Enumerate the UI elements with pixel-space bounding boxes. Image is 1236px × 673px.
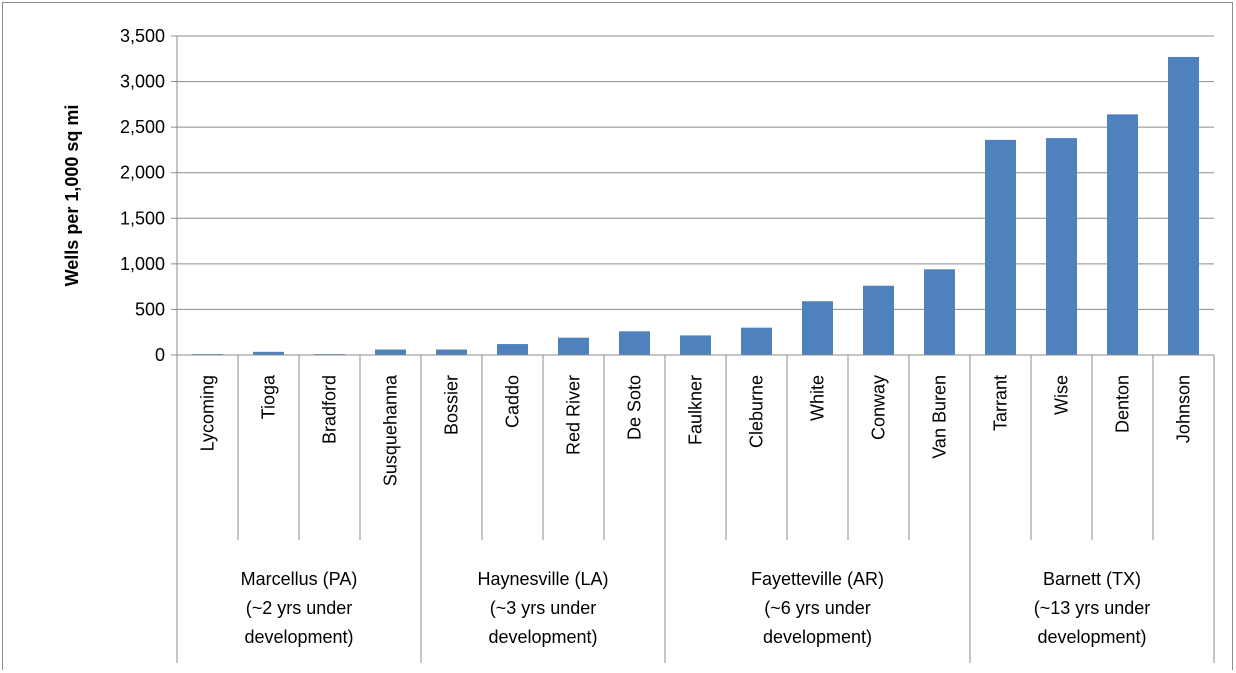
bar-denton [1107,114,1138,355]
category-label: Johnson [1174,375,1194,443]
category-label: Conway [869,375,889,440]
group-label: (~13 yrs under [1034,598,1151,618]
category-label: Caddo [503,375,523,428]
bar-van-buren [924,269,955,355]
bar-white [802,301,833,355]
bar-wise [1046,138,1077,355]
y-tick-label: 500 [135,299,165,319]
bar-red-river [558,337,589,355]
bar-caddo [497,344,528,355]
y-tick-label: 1,000 [120,254,165,274]
category-label: Bradford [320,375,340,444]
bar-cleburne [741,327,772,355]
category-label: White [808,375,828,421]
group-label: (~6 yrs under [764,598,871,618]
group-label: Fayetteville (AR) [751,569,884,589]
category-label: Wise [1052,375,1072,415]
y-tick-label: 3,500 [120,26,165,46]
category-label: Faulkner [686,375,706,445]
y-tick-label: 0 [155,345,165,365]
group-label: development) [488,627,597,647]
y-tick-label: 3,000 [120,72,165,92]
group-label: development) [1037,627,1146,647]
category-label: Susquehanna [381,374,401,486]
group-label: Marcellus (PA) [241,569,358,589]
y-tick-label: 1,500 [120,208,165,228]
bar-tarrant [985,139,1016,355]
category-label: Red River [564,375,584,455]
category-label: Cleburne [747,375,767,448]
bar-johnson [1168,56,1199,355]
category-label: Tioga [259,374,279,419]
y-tick-label: 2,000 [120,163,165,183]
y-tick-label: 2,500 [120,117,165,137]
category-label: De Soto [625,375,645,440]
group-label: development) [244,627,353,647]
bar-tioga [253,351,284,355]
category-label: Van Buren [930,375,950,459]
category-label: Denton [1113,375,1133,433]
bar-susquehanna [375,349,406,355]
group-label: development) [763,627,872,647]
bar-de-soto [619,331,650,355]
category-label: Tarrant [991,375,1011,431]
category-label: Bossier [442,375,462,435]
group-label: (~3 yrs under [490,598,597,618]
category-label: Lycoming [198,375,218,451]
bar-conway [863,285,894,355]
group-label: Barnett (TX) [1043,569,1141,589]
y-axis-title: Wells per 1,000 sq mi [62,105,82,287]
bar-faulkner [680,335,711,355]
bar-bossier [436,349,467,355]
group-label: Haynesville (LA) [477,569,608,589]
group-label: (~2 yrs under [246,598,353,618]
